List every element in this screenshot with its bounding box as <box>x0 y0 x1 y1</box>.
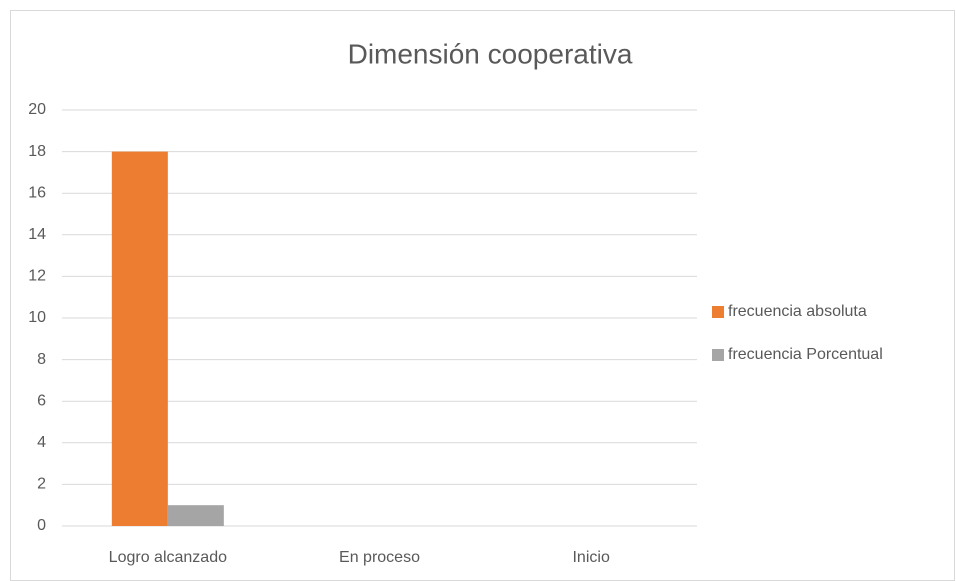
x-tick-label: Inicio <box>572 549 609 566</box>
legend-swatch <box>712 349 724 361</box>
y-tick-label: 2 <box>37 476 46 493</box>
y-tick-label: 6 <box>37 392 46 409</box>
legend-label: frecuencia Porcentual <box>728 346 883 363</box>
bar <box>167 505 224 526</box>
legend-label: frecuencia absoluta <box>728 303 867 320</box>
y-tick-label: 8 <box>37 351 46 368</box>
legend-swatch <box>712 306 724 318</box>
y-tick-label: 20 <box>28 101 46 118</box>
bar <box>111 151 168 526</box>
chart-title: Dimensión cooperativa <box>348 38 633 69</box>
y-tick-label: 14 <box>28 226 46 243</box>
y-tick-label: 16 <box>28 184 46 201</box>
y-tick-label: 4 <box>37 434 46 451</box>
y-tick-label: 18 <box>28 143 46 160</box>
y-tick-label: 10 <box>28 309 46 326</box>
y-tick-label: 12 <box>28 268 46 285</box>
x-tick-label: En proceso <box>339 549 420 566</box>
x-tick-label: Logro alcanzado <box>109 549 227 566</box>
y-tick-label: 0 <box>37 517 46 534</box>
